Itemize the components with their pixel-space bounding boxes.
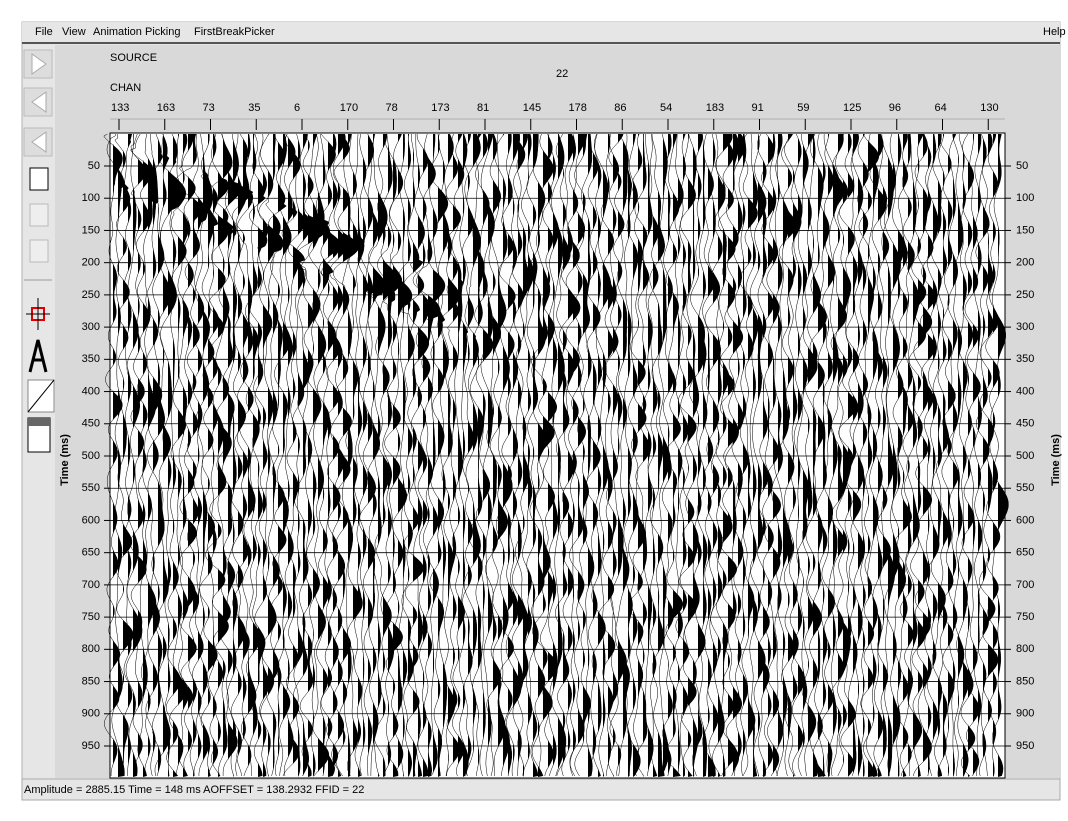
source-value: 22 [556, 68, 568, 80]
y-tick-label: 950 [82, 740, 100, 752]
channel-label: 54 [660, 102, 672, 114]
y-tick-label: 500 [82, 450, 100, 462]
y-tick-label-right: 850 [1016, 675, 1034, 687]
channel-label: 133 [111, 102, 129, 114]
channel-label: 173 [431, 102, 449, 114]
channel-label: 178 [569, 102, 587, 114]
y-tick-label-right: 450 [1016, 418, 1034, 430]
channel-label: 64 [935, 102, 947, 114]
menu-item[interactable]: File [35, 26, 53, 38]
y-tick-label: 700 [82, 579, 100, 591]
zoom-icon[interactable] [30, 168, 48, 190]
channel-label: 96 [889, 102, 901, 114]
y-tick-label-right: 650 [1016, 547, 1034, 559]
zoom-icon[interactable] [30, 204, 48, 226]
channel-label: 91 [752, 102, 764, 114]
y-tick-label-right: 700 [1016, 579, 1034, 591]
y-tick-label-right: 150 [1016, 224, 1034, 236]
menu-item[interactable]: FirstBreakPicker [194, 26, 275, 38]
y-tick-label: 150 [82, 224, 100, 236]
y-tick-label-right: 950 [1016, 740, 1034, 752]
y-tick-label-right: 600 [1016, 514, 1034, 526]
channel-label: 130 [980, 102, 998, 114]
y-tick-label-right: 750 [1016, 611, 1034, 623]
time-axis-label-right: Time (ms) [1050, 434, 1062, 486]
y-tick-label-right: 550 [1016, 482, 1034, 494]
menu-item[interactable]: Animation [93, 26, 142, 38]
channel-label: 6 [294, 102, 300, 114]
y-tick-label-right: 900 [1016, 708, 1034, 720]
y-tick-label-right: 500 [1016, 450, 1034, 462]
source-label: SOURCE [110, 52, 157, 64]
menu-item[interactable]: View [62, 26, 86, 38]
trash-icon[interactable] [30, 240, 48, 262]
channel-label: 35 [248, 102, 260, 114]
y-tick-label: 900 [82, 708, 100, 720]
y-tick-label: 250 [82, 289, 100, 301]
channel-label: 145 [523, 102, 541, 114]
y-tick-label-right: 400 [1016, 385, 1034, 397]
channel-label: 59 [797, 102, 809, 114]
channel-label: 86 [614, 102, 626, 114]
time-axis-label-left: Time (ms) [59, 434, 71, 486]
menu-help[interactable]: Help [1043, 26, 1066, 38]
y-tick-label: 550 [82, 482, 100, 494]
y-tick-label: 350 [82, 353, 100, 365]
y-tick-label-right: 100 [1016, 192, 1034, 204]
y-tick-label: 600 [82, 514, 100, 526]
y-tick-label: 750 [82, 611, 100, 623]
y-tick-label-right: 350 [1016, 353, 1034, 365]
y-tick-label: 50 [88, 160, 100, 172]
channel-label: 125 [843, 102, 861, 114]
y-tick-label-right: 250 [1016, 289, 1034, 301]
y-tick-label: 650 [82, 547, 100, 559]
channel-label: 81 [477, 102, 489, 114]
y-tick-label: 200 [82, 257, 100, 269]
y-tick-label-right: 50 [1016, 160, 1028, 172]
channel-label: 170 [340, 102, 358, 114]
channel-label: 183 [706, 102, 724, 114]
menu-item[interactable]: Picking [145, 26, 180, 38]
y-tick-label: 850 [82, 675, 100, 687]
y-tick-label: 300 [82, 321, 100, 333]
status-text: Amplitude = 2885.15 Time = 148 ms AOFFSE… [24, 784, 364, 796]
max-icon-top [28, 418, 50, 426]
y-tick-label: 100 [82, 192, 100, 204]
y-tick-label: 400 [82, 385, 100, 397]
y-tick-label: 800 [82, 643, 100, 655]
y-tick-label-right: 800 [1016, 643, 1034, 655]
channel-label: 78 [386, 102, 398, 114]
channel-label: 163 [157, 102, 175, 114]
y-tick-label-right: 200 [1016, 257, 1034, 269]
header-panel [55, 45, 1060, 133]
y-tick-label: 450 [82, 418, 100, 430]
chan-label: CHAN [110, 82, 141, 94]
channel-label: 73 [203, 102, 215, 114]
y-tick-label-right: 300 [1016, 321, 1034, 333]
app-window: File View AnimationPicking FirstBreakPicker… [0, 0, 1068, 821]
